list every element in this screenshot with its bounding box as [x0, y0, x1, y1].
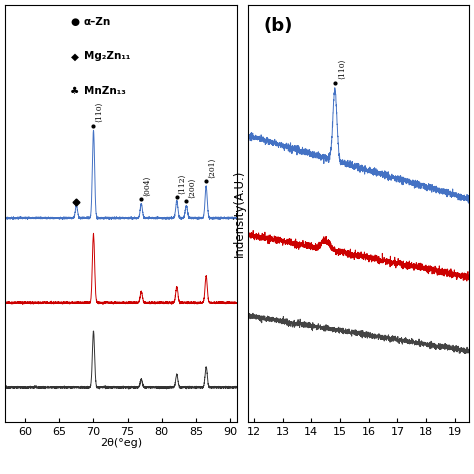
- Text: ⟨004⟩: ⟨004⟩: [143, 175, 151, 196]
- Text: ⟨112⟩: ⟨112⟩: [179, 173, 186, 194]
- X-axis label: 2θ(°eg): 2θ(°eg): [100, 438, 142, 448]
- Y-axis label: Indensity(A.U.): Indensity(A.U.): [232, 170, 246, 257]
- Text: α–Zn: α–Zn: [84, 17, 111, 27]
- Text: ⟨201⟩: ⟨201⟩: [208, 157, 216, 178]
- Text: ◆: ◆: [71, 52, 79, 62]
- Text: Mg₂Zn₁₁: Mg₂Zn₁₁: [84, 52, 130, 62]
- Text: ●: ●: [70, 17, 79, 27]
- Text: ⟨110⟩: ⟨110⟩: [95, 102, 103, 122]
- Text: ♣: ♣: [70, 86, 79, 96]
- Text: MnZn₁₃: MnZn₁₃: [84, 86, 126, 96]
- Text: ⟨110⟩: ⟨110⟩: [338, 58, 346, 79]
- Text: (b): (b): [264, 17, 293, 35]
- Text: ⟨200⟩: ⟨200⟩: [188, 177, 196, 198]
